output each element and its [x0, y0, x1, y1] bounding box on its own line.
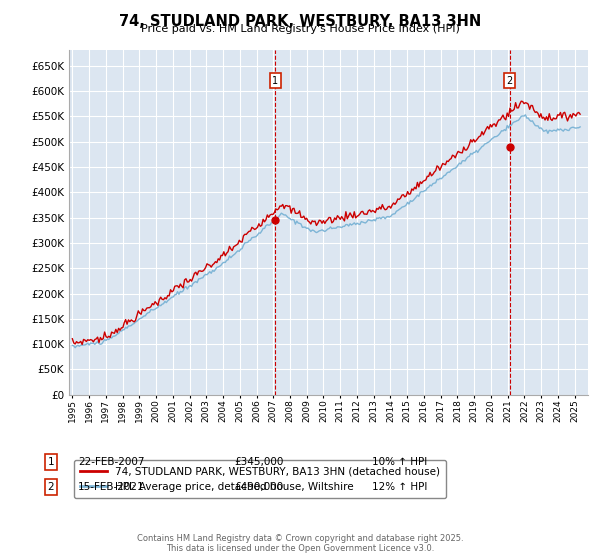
Text: 22-FEB-2007: 22-FEB-2007: [78, 457, 145, 467]
Text: 12% ↑ HPI: 12% ↑ HPI: [372, 482, 427, 492]
Text: £490,000: £490,000: [234, 482, 283, 492]
Text: £345,000: £345,000: [234, 457, 283, 467]
Text: 15-FEB-2021: 15-FEB-2021: [78, 482, 145, 492]
Text: 1: 1: [47, 457, 55, 467]
Text: 10% ↑ HPI: 10% ↑ HPI: [372, 457, 427, 467]
Text: 2: 2: [506, 76, 513, 86]
Text: Contains HM Land Registry data © Crown copyright and database right 2025.
This d: Contains HM Land Registry data © Crown c…: [137, 534, 463, 553]
Text: 2: 2: [47, 482, 55, 492]
Text: 74, STUDLAND PARK, WESTBURY, BA13 3HN: 74, STUDLAND PARK, WESTBURY, BA13 3HN: [119, 14, 481, 29]
Text: Price paid vs. HM Land Registry's House Price Index (HPI): Price paid vs. HM Land Registry's House …: [140, 24, 460, 34]
Legend: 74, STUDLAND PARK, WESTBURY, BA13 3HN (detached house), HPI: Average price, deta: 74, STUDLAND PARK, WESTBURY, BA13 3HN (d…: [74, 460, 446, 498]
Text: 1: 1: [272, 76, 278, 86]
